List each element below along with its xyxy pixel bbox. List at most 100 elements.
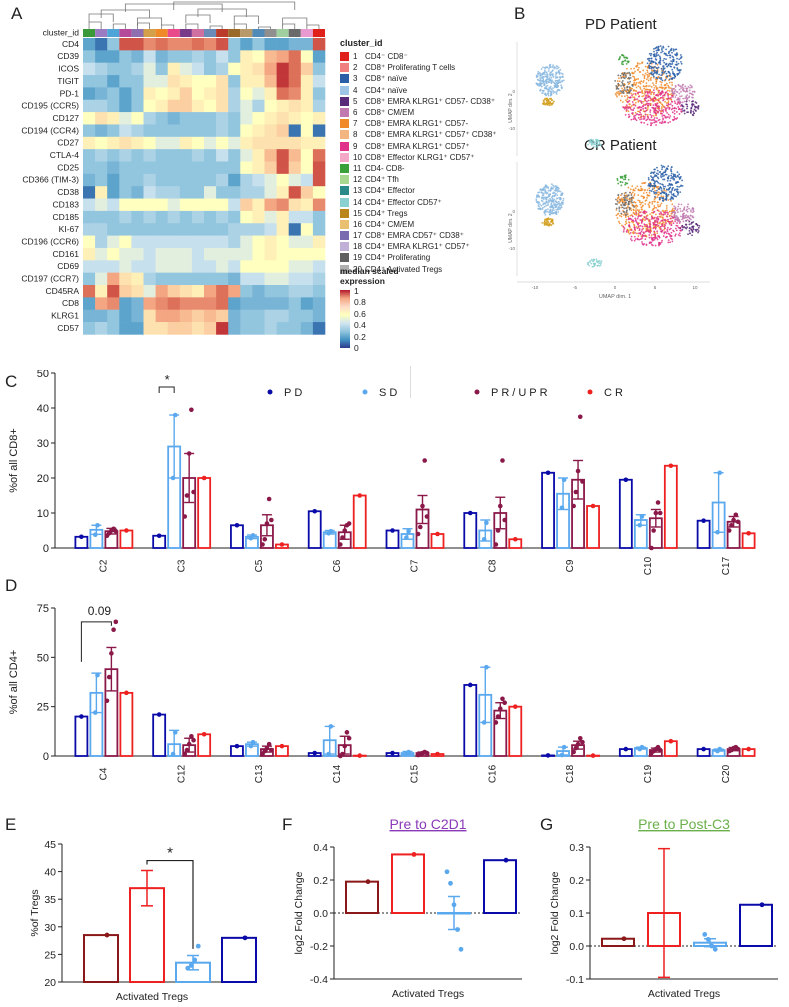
data-point xyxy=(448,880,453,886)
data-point xyxy=(92,532,98,537)
umap-point xyxy=(639,203,642,206)
dendrogram-branch xyxy=(282,23,296,30)
umap-point xyxy=(669,214,671,217)
heatmap-cell xyxy=(300,62,314,76)
heatmap-cell xyxy=(167,87,181,101)
umap-point xyxy=(662,191,665,194)
heatmap-cell xyxy=(252,62,265,76)
umap-point xyxy=(649,227,652,230)
data-point xyxy=(481,720,487,725)
umap-point xyxy=(657,47,660,50)
bar xyxy=(345,880,379,915)
umap-point xyxy=(686,218,689,221)
umap-point xyxy=(654,168,656,171)
umap-point xyxy=(622,90,625,93)
heatmap-cell xyxy=(300,99,314,113)
heatmap-cell xyxy=(179,112,193,125)
umap-point xyxy=(647,107,649,109)
data-point xyxy=(182,514,188,519)
umap-point xyxy=(621,61,624,64)
heatmap-cell xyxy=(240,112,253,125)
heatmap-cell xyxy=(264,136,277,150)
heatmap-cell xyxy=(155,99,168,113)
umap-point xyxy=(672,95,675,98)
umap-point xyxy=(646,73,649,76)
umap-point xyxy=(655,219,658,221)
umap-point xyxy=(593,140,595,143)
umap-point xyxy=(658,86,661,89)
umap-point xyxy=(540,85,543,88)
umap-point xyxy=(626,86,629,89)
umap-point xyxy=(665,102,668,104)
umap-point xyxy=(661,79,664,82)
umap-point xyxy=(637,81,640,84)
heatmap-cell xyxy=(119,87,132,101)
bar xyxy=(74,715,89,757)
heatmap-cell xyxy=(119,198,132,212)
heatmap-cell xyxy=(179,50,193,63)
marker-label: CD197 (CCR7) xyxy=(21,274,79,284)
umap-point xyxy=(640,118,643,120)
heatmap-cell xyxy=(143,322,156,335)
umap-point xyxy=(617,87,620,90)
umap-point xyxy=(621,181,624,184)
x-tick-label: C8 xyxy=(487,559,498,572)
umap-point xyxy=(676,188,679,191)
umap-point xyxy=(649,113,652,116)
heatmap-cell xyxy=(179,62,193,76)
umap-point xyxy=(650,72,653,75)
umap-point xyxy=(618,206,621,209)
umap-point xyxy=(543,80,546,83)
umap-point xyxy=(659,182,662,185)
heatmap-cell xyxy=(300,235,314,249)
umap-point xyxy=(688,229,691,232)
umap-point xyxy=(637,110,639,113)
marker-label: CD194 (CCR4) xyxy=(21,125,79,135)
heatmap-cell xyxy=(107,223,120,236)
umap-point xyxy=(644,181,647,184)
umap-point xyxy=(652,93,655,96)
cluster-label: CD4⁺ Tfh xyxy=(365,175,399,185)
heatmap-cell xyxy=(155,75,168,88)
umap-point xyxy=(626,67,628,70)
umap-point xyxy=(633,193,636,195)
y-tick-label: 0.2 xyxy=(313,875,328,887)
umap-point xyxy=(677,226,680,229)
heatmap-cell xyxy=(252,186,265,199)
umap-point xyxy=(635,212,638,215)
bar xyxy=(696,519,711,549)
data-point xyxy=(104,932,110,938)
umap-point xyxy=(625,76,627,78)
data-point xyxy=(418,524,423,530)
umap-point xyxy=(640,115,643,118)
umap-point xyxy=(656,220,659,223)
y-tick-label: 0.1 xyxy=(569,908,584,920)
umap-point xyxy=(649,104,651,106)
umap-point xyxy=(631,72,634,75)
umap-point xyxy=(660,192,662,195)
umap-point xyxy=(671,104,674,107)
umap-point xyxy=(678,178,681,180)
umap-point xyxy=(657,204,659,206)
umap-point xyxy=(632,96,634,98)
umap-point xyxy=(539,207,542,210)
umap-point xyxy=(681,107,684,110)
umap-point xyxy=(663,61,666,64)
umap-point xyxy=(655,217,658,219)
legend-dot xyxy=(474,389,480,395)
umap-point xyxy=(647,177,650,179)
heatmap-cell xyxy=(167,112,181,125)
umap-point xyxy=(595,258,598,261)
marker-label: CD38 xyxy=(57,187,79,197)
heatmap-cell xyxy=(167,247,181,261)
umap-point xyxy=(670,231,673,234)
heatmap-cell xyxy=(155,124,168,138)
data-point xyxy=(623,477,629,483)
umap-point xyxy=(628,88,631,90)
umap-point xyxy=(670,100,673,103)
umap-point xyxy=(557,206,560,209)
heatmap-cell xyxy=(288,223,302,236)
heatmap-cell xyxy=(95,186,108,199)
umap-point xyxy=(659,63,662,66)
